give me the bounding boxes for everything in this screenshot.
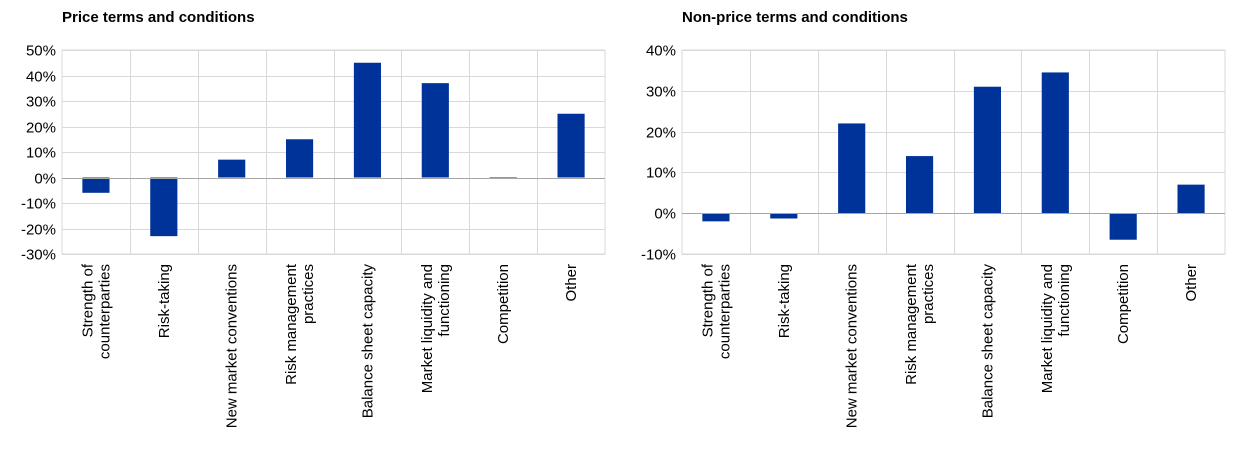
price-category-label: Balance sheet capacity bbox=[359, 264, 376, 419]
price-ytick-label: 0% bbox=[34, 171, 56, 188]
nonprice-category-label-line: Competition bbox=[1115, 264, 1132, 344]
price-category-label-line: Competition bbox=[495, 264, 512, 344]
nonprice-bar bbox=[905, 156, 934, 214]
price-category-label: Strength of counterparties bbox=[79, 263, 113, 359]
price-category-label-line: Risk management bbox=[283, 263, 300, 385]
nonprice-ytick-label: 10% bbox=[646, 165, 676, 182]
nonprice-bar bbox=[838, 123, 866, 214]
non-price-terms-title: Non-price terms and conditions bbox=[682, 9, 908, 26]
nonprice-category-label: Competition bbox=[1115, 264, 1132, 344]
price-category-label-line: Balance sheet capacity bbox=[359, 264, 376, 419]
price-category-label: Market liquidity and functioning bbox=[419, 264, 453, 393]
nonprice-bar bbox=[973, 86, 1002, 214]
nonprice-bar bbox=[1177, 184, 1205, 214]
nonprice-category-label-line: Risk management bbox=[903, 263, 920, 385]
price-ytick-label: 10% bbox=[26, 145, 56, 162]
nonprice-bar bbox=[1041, 72, 1069, 214]
price-category-label-line: Other bbox=[563, 264, 580, 302]
price-category-label: New market conventions bbox=[224, 264, 241, 428]
price-ytick-label: -20% bbox=[21, 222, 56, 239]
nonprice-category-label-line: Market liquidity and bbox=[1039, 264, 1056, 393]
price-bar bbox=[285, 139, 314, 178]
price-category-label: Risk-taking bbox=[156, 264, 173, 338]
price-category-label-line: practices bbox=[300, 264, 317, 324]
nonprice-bar bbox=[770, 213, 798, 219]
nonprice-category-label: Risk-taking bbox=[776, 264, 793, 338]
price-terms-panel: -30% -20% -10% 0% 10% 20% 30% 40% 50% Strength of… bbox=[21, 9, 606, 428]
nonprice-category-label: Other bbox=[1183, 264, 1200, 302]
nonprice-category-label: Market liquidity and functioning bbox=[1039, 264, 1073, 393]
price-category-label: Competition bbox=[495, 264, 512, 344]
price-ytick-label: -10% bbox=[21, 196, 56, 213]
nonprice-ytick-label: 0% bbox=[654, 206, 676, 223]
nonprice-category-label-line: practices bbox=[920, 264, 937, 324]
price-category-label: Risk management practices bbox=[283, 263, 317, 385]
price-ytick-label: 20% bbox=[26, 120, 56, 137]
price-category-label-line: Market liquidity and bbox=[419, 264, 436, 393]
nonprice-category-label: Risk management practices bbox=[903, 263, 937, 385]
nonprice-category-label-line: Strength of bbox=[699, 263, 716, 337]
nonprice-category-label-line: Balance sheet capacity bbox=[979, 264, 996, 419]
price-bar bbox=[218, 159, 246, 178]
price-terms-chart: -30% -20% -10% 0% 10% 20% 30% 40% 50% Strength of… bbox=[21, 43, 606, 428]
nonprice-ytick-label: 20% bbox=[646, 125, 676, 142]
price-category-label-line: New market conventions bbox=[224, 264, 241, 428]
price-bar bbox=[150, 177, 178, 237]
nonprice-ytick-label: -10% bbox=[641, 247, 676, 264]
nonprice-bar bbox=[1109, 213, 1137, 240]
nonprice-plot-frame bbox=[681, 49, 1226, 255]
nonprice-category-label-line: functioning bbox=[1056, 264, 1073, 337]
nonprice-category-label: Strength of counterparties bbox=[699, 263, 733, 359]
price-bar bbox=[353, 62, 382, 178]
nonprice-category-label-line: Risk-taking bbox=[776, 264, 793, 338]
nonprice-ytick-label: 40% bbox=[646, 43, 676, 60]
price-ytick-label: -30% bbox=[21, 247, 56, 264]
price-bar bbox=[421, 83, 449, 178]
non-price-terms-panel: -10% 0% 10% 20% 30% 40% Strength of counterpart… bbox=[620, 0, 1240, 464]
price-category-label-line: Risk-taking bbox=[156, 264, 173, 338]
price-category-label: Other bbox=[563, 264, 580, 302]
price-ytick-label: 40% bbox=[26, 69, 56, 86]
price-category-label-line: counterparties bbox=[96, 264, 113, 359]
price-terms-title: Price terms and conditions bbox=[62, 9, 255, 26]
price-bar bbox=[557, 113, 585, 178]
price-ytick-label: 50% bbox=[26, 43, 56, 60]
price-category-label-line: functioning bbox=[436, 264, 453, 337]
nonprice-bar bbox=[702, 213, 730, 222]
price-category-label-line: Strength of bbox=[79, 263, 96, 337]
nonprice-category-label: New market conventions bbox=[844, 264, 861, 428]
non-price-terms-chart: -10% 0% 10% 20% 30% 40% Strength of counterpart… bbox=[641, 43, 1226, 428]
nonprice-category-label-line: New market conventions bbox=[844, 264, 861, 428]
nonprice-category-label-line: counterparties bbox=[716, 264, 733, 359]
nonprice-ytick-label: 30% bbox=[646, 84, 676, 101]
nonprice-category-label-line: Other bbox=[1183, 264, 1200, 302]
price-ytick-label: 30% bbox=[26, 94, 56, 111]
nonprice-category-label: Balance sheet capacity bbox=[979, 264, 996, 419]
price-bar bbox=[82, 177, 110, 193]
